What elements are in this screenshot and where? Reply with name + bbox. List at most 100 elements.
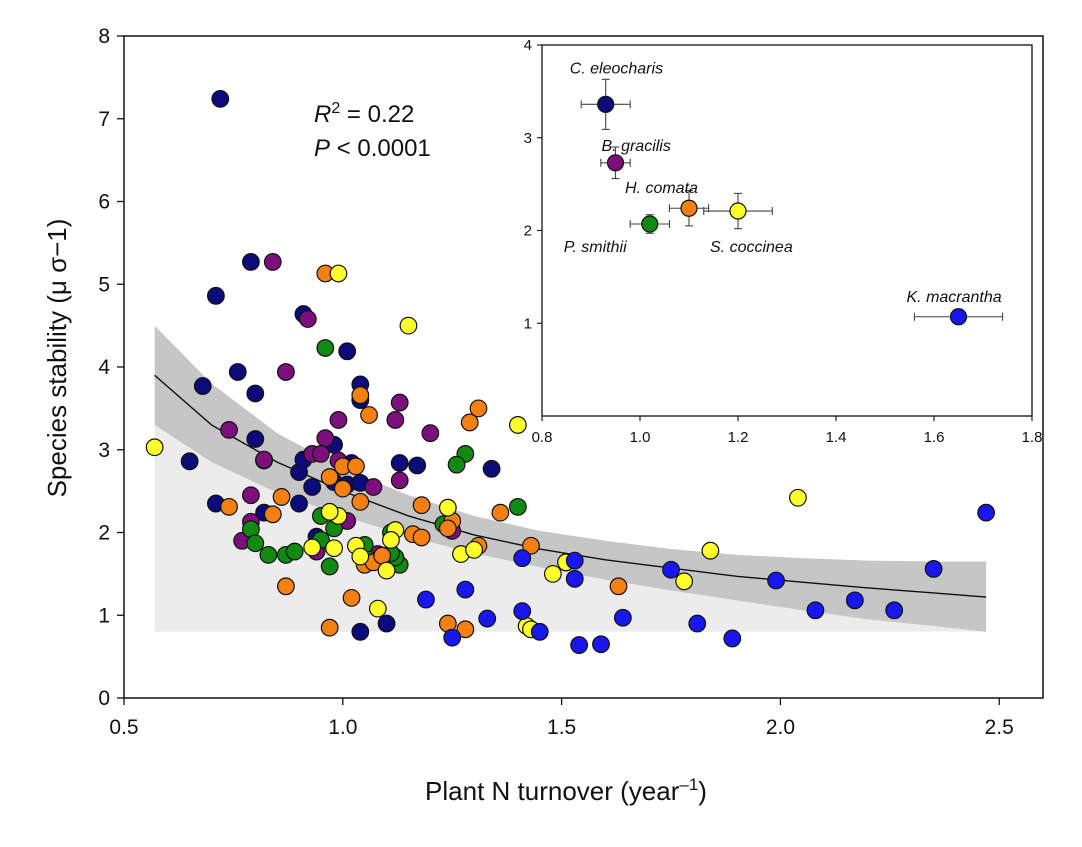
data-point-navy <box>482 459 501 478</box>
data-point-blue <box>688 614 707 633</box>
species-label: S. coccinea <box>710 239 793 256</box>
data-point-yellow <box>399 316 418 335</box>
x-tick-label: 1.5 <box>547 716 576 739</box>
species-label: H. comata <box>625 180 698 197</box>
data-point-purple <box>386 411 405 429</box>
data-point-blue <box>570 636 589 654</box>
data-point-navy <box>193 377 212 395</box>
data-point-blue <box>977 503 996 522</box>
data-point-blue <box>565 569 584 588</box>
data-point-orange <box>320 618 339 637</box>
data-point-navy <box>290 494 308 513</box>
data-point-blue <box>565 551 584 570</box>
inset-point-green <box>641 215 659 233</box>
data-point-blue <box>513 549 532 568</box>
inset-x-tick-label: 1.0 <box>630 429 651 446</box>
data-point-navy <box>338 342 357 361</box>
inset-x-tick-label: 0.8 <box>532 429 553 446</box>
data-point-blue <box>592 635 610 654</box>
data-point-blue <box>885 601 904 620</box>
data-point-yellow <box>438 498 457 517</box>
data-point-blue <box>723 629 742 648</box>
inset-x-tick-label: 1.2 <box>728 429 749 446</box>
data-point-green <box>246 534 265 553</box>
inset-point-yellow <box>729 202 747 220</box>
y-tick-label: 1 <box>98 604 110 627</box>
data-point-purple <box>263 253 282 271</box>
inset-points: C. eleocharis B. gracilis H. comata S. cocc… <box>564 60 1004 326</box>
y-tick-label: 5 <box>98 273 110 296</box>
data-point-green <box>259 545 278 564</box>
data-point-purple <box>277 363 295 381</box>
data-point-orange <box>438 519 457 538</box>
y-tick-label: 6 <box>98 191 110 214</box>
data-point-blue <box>530 622 549 641</box>
x-tick-label: 1.0 <box>328 716 357 739</box>
data-point-yellow <box>543 564 562 583</box>
data-point-yellow <box>508 416 527 434</box>
data-point-purple <box>390 393 409 412</box>
data-point-orange <box>373 546 392 565</box>
species-label: P. smithii <box>564 239 627 256</box>
inset-y-tick-label: 3 <box>524 130 532 147</box>
data-point-orange <box>320 468 339 486</box>
data-point-yellow <box>701 541 720 560</box>
inset-frame <box>541 44 1033 417</box>
confidence-band <box>154 325 987 632</box>
data-point-purple <box>255 450 273 469</box>
data-point-navy <box>303 478 322 496</box>
data-point-green <box>285 542 304 561</box>
data-point-yellow <box>145 438 164 457</box>
inset-plot: 0.8 1.0 1.2 1.4 1.6 1.8 1 2 3 4 C. eleocharis B. g… <box>524 37 1043 446</box>
data-point-navy <box>206 286 225 305</box>
data-point-navy <box>228 363 247 381</box>
data-point-blue <box>806 601 825 620</box>
data-point-orange <box>412 528 431 547</box>
data-point-orange <box>460 413 479 432</box>
data-point-navy <box>246 430 265 448</box>
y-axis-label: Species stability (μ σ−1) <box>42 219 72 498</box>
inset-point-navy <box>597 95 615 113</box>
species-label: B. gracilis <box>602 138 671 155</box>
data-point-blue <box>613 608 632 627</box>
data-point-orange <box>333 479 352 498</box>
main-ticks: 0.5 1.0 1.5 2.0 2.5 0 1 2 3 4 5 6 7 8 <box>98 25 1014 739</box>
x-tick-label: 2.5 <box>985 716 1014 739</box>
data-point-yellow <box>351 547 370 566</box>
inset-point-purple <box>606 154 625 172</box>
data-point-yellow <box>325 539 343 558</box>
data-point-orange <box>412 496 431 515</box>
data-point-purple <box>390 471 409 490</box>
data-point-purple <box>421 424 440 443</box>
data-point-purple <box>316 429 335 448</box>
data-point-orange <box>272 488 291 506</box>
data-point-blue <box>924 560 943 578</box>
data-point-purple <box>298 310 317 328</box>
stats-r2: R2 = 0.22 <box>314 100 414 128</box>
data-point-purple <box>242 486 260 505</box>
y-tick-label: 8 <box>98 25 110 48</box>
x-axis-label: Plant N turnover (year–1) <box>425 775 707 806</box>
data-point-yellow <box>789 488 807 507</box>
data-point-navy <box>242 253 260 271</box>
data-point-orange <box>220 497 238 516</box>
inset-y-tick-label: 2 <box>524 223 532 240</box>
data-point-blue <box>767 571 785 590</box>
inset-x-tick-label: 1.6 <box>924 429 945 446</box>
band-base <box>154 631 987 698</box>
data-point-yellow <box>465 540 483 559</box>
inset-point-orange <box>680 199 698 217</box>
data-point-orange <box>342 588 361 607</box>
data-point-purple <box>220 420 238 439</box>
data-point-yellow <box>368 599 387 618</box>
data-point-yellow <box>377 561 396 580</box>
inset-x-tick-label: 1.4 <box>826 429 847 446</box>
data-point-navy <box>180 452 199 471</box>
inset-y-tick-label: 1 <box>524 315 532 332</box>
inset-point-blue <box>949 308 968 326</box>
data-point-orange <box>351 492 370 511</box>
data-point-orange <box>456 620 475 639</box>
data-point-orange <box>522 536 540 555</box>
data-point-orange <box>469 399 488 418</box>
